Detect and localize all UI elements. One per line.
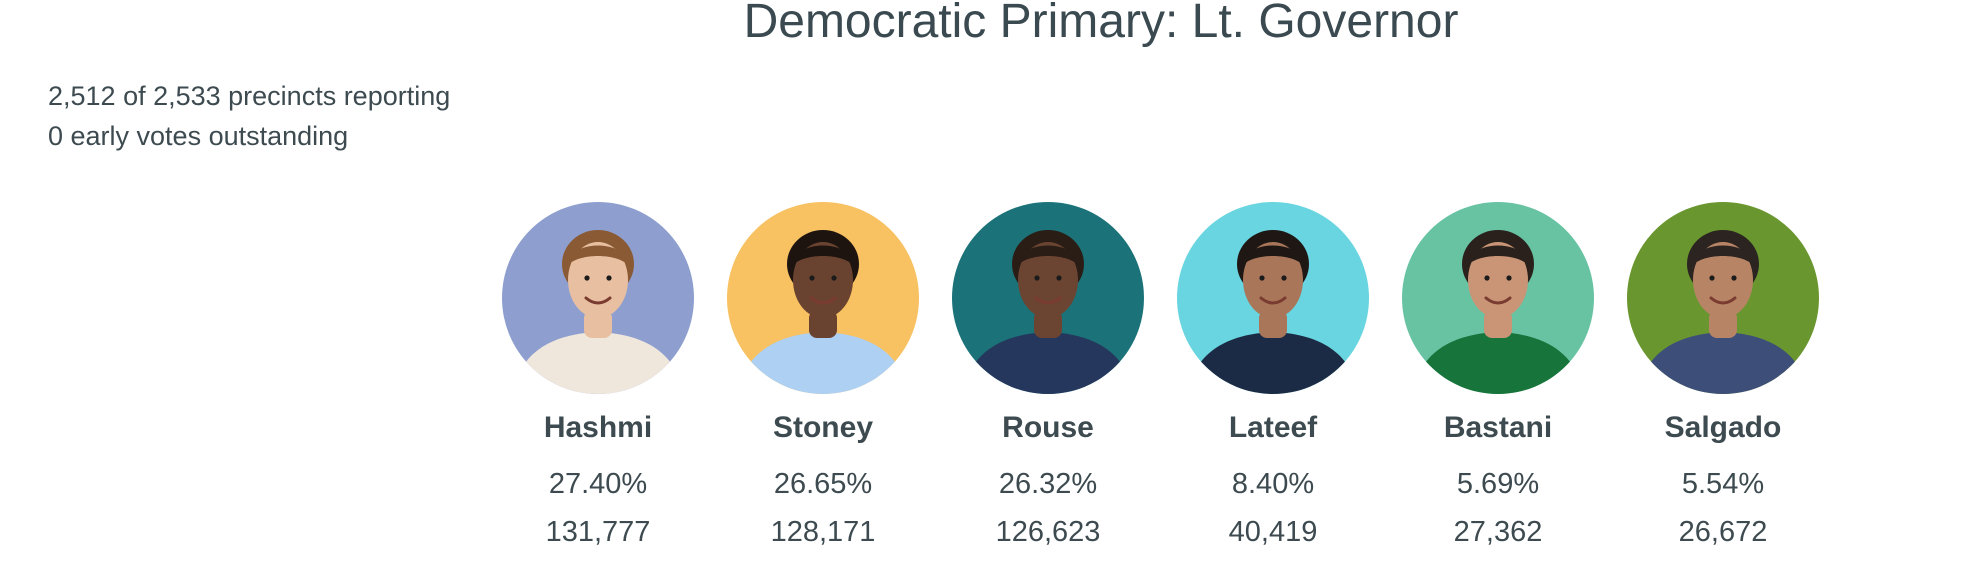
candidate-votes: 27,362 xyxy=(1453,516,1543,548)
candidate-card: Salgado 5.54% 26,672 xyxy=(1627,202,1819,552)
portrait-illustration xyxy=(1402,202,1594,394)
candidate-votes: 40,419 xyxy=(1228,516,1318,548)
candidate-percent: 27.40% xyxy=(548,468,648,500)
candidate-name: Hashmi xyxy=(543,411,653,444)
candidate-photo xyxy=(502,202,694,394)
candidate-name: Bastani xyxy=(1443,411,1553,444)
candidate-name: Lateef xyxy=(1228,411,1318,444)
candidate-name: Salgado xyxy=(1664,411,1782,444)
candidate-votes: 128,171 xyxy=(770,516,876,548)
page-title: Democratic Primary: Lt. Governor xyxy=(743,0,1459,48)
candidate-photo xyxy=(1402,202,1594,394)
portrait-illustration xyxy=(502,202,694,394)
candidate-votes: 126,623 xyxy=(995,516,1101,548)
portrait-illustration xyxy=(1627,202,1819,394)
candidate-percent: 26.32% xyxy=(998,468,1098,500)
candidate-photo xyxy=(952,202,1144,394)
candidate-photo xyxy=(1177,202,1369,394)
portrait-illustration xyxy=(952,202,1144,394)
candidate-card: Stoney 26.65% 128,171 xyxy=(727,202,919,552)
candidate-photo xyxy=(727,202,919,394)
candidate-list: Hashmi 27.40% 131,777 Stoney 26.65% 128,… xyxy=(502,202,1819,552)
candidate-percent: 5.54% xyxy=(1681,468,1765,500)
candidate-percent: 8.40% xyxy=(1231,468,1315,500)
candidate-photo xyxy=(1627,202,1819,394)
candidate-card: Bastani 5.69% 27,362 xyxy=(1402,202,1594,552)
candidate-card: Hashmi 27.40% 131,777 xyxy=(502,202,694,552)
candidate-percent: 26.65% xyxy=(773,468,873,500)
candidate-votes: 131,777 xyxy=(545,516,651,548)
portrait-illustration xyxy=(1177,202,1369,394)
candidate-card: Rouse 26.32% 126,623 xyxy=(952,202,1144,552)
early-votes-outstanding: 0 early votes outstanding xyxy=(48,121,349,151)
precincts-reporting: 2,512 of 2,533 precincts reporting xyxy=(48,81,451,111)
reporting-status: 2,512 of 2,533 precincts reporting 0 ear… xyxy=(48,76,450,156)
candidate-card: Lateef 8.40% 40,419 xyxy=(1177,202,1369,552)
candidate-name: Stoney xyxy=(772,411,874,444)
candidate-name: Rouse xyxy=(1002,411,1094,444)
candidate-percent: 5.69% xyxy=(1456,468,1540,500)
candidate-votes: 26,672 xyxy=(1678,516,1768,548)
portrait-illustration xyxy=(727,202,919,394)
